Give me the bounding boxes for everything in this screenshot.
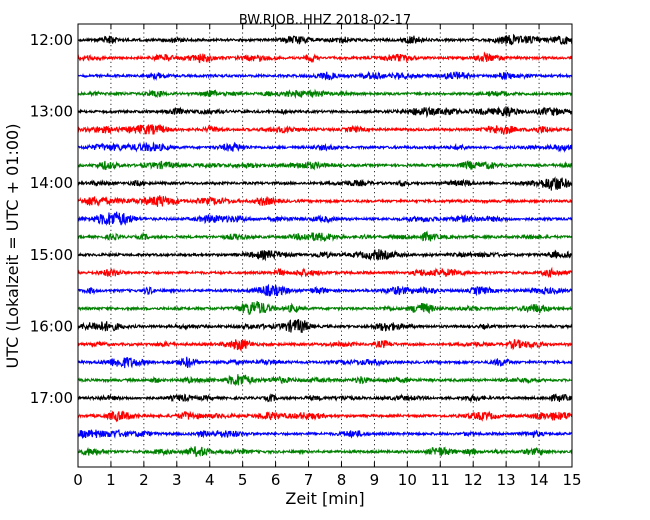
x-tick-label: 10 <box>398 471 417 489</box>
x-tick-label: 2 <box>139 471 149 489</box>
x-tick-label: 0 <box>73 471 83 489</box>
x-tick-label: 6 <box>271 471 281 489</box>
y-tick-label: 15:00 <box>30 246 73 264</box>
trace-line <box>77 141 573 153</box>
x-axis-label: Zeit [min] <box>285 489 364 508</box>
trace-line <box>77 160 573 171</box>
trace-line <box>77 301 573 315</box>
y-axis-label: UTC (Lokalzeit = UTC + 01:00) <box>3 124 22 369</box>
x-tick-label: 13 <box>497 471 516 489</box>
y-tick-label: 14:00 <box>30 174 73 192</box>
trace-line <box>77 51 573 64</box>
x-tick-label: 8 <box>337 471 347 489</box>
trace-line <box>77 230 573 242</box>
x-tick-label: 11 <box>431 471 450 489</box>
trace-line <box>77 266 573 279</box>
x-tick-label: 15 <box>562 471 581 489</box>
chart-title: BW.RJOB..HHZ 2018-02-17 <box>239 13 411 28</box>
x-tick-label: 3 <box>172 471 182 489</box>
x-tick-label: 7 <box>304 471 314 489</box>
y-axis: 12:00 13:00 14:00 15:00 16:00 17:00 <box>30 31 572 407</box>
trace-line <box>77 410 573 423</box>
x-tick-label: 4 <box>205 471 215 489</box>
trace-line <box>77 70 573 81</box>
trace-group <box>77 33 573 458</box>
y-tick-label: 16:00 <box>30 317 73 335</box>
x-axis: 0 1 2 3 4 5 6 7 8 9 10 11 12 13 14 15 <box>73 24 582 489</box>
trace-line <box>77 249 573 262</box>
trace-line <box>77 339 573 353</box>
y-tick-label: 17:00 <box>30 389 73 407</box>
trace-line <box>77 33 573 46</box>
trace-line <box>77 106 573 119</box>
trace-line <box>77 211 573 226</box>
trace-line <box>77 176 573 191</box>
trace-line <box>77 446 573 458</box>
trace-line <box>77 319 573 333</box>
x-tick-label: 9 <box>370 471 380 489</box>
trace-line <box>77 393 573 404</box>
x-tick-label: 1 <box>106 471 116 489</box>
trace-line <box>77 123 573 135</box>
trace-line <box>77 374 573 387</box>
x-tick-label: 12 <box>464 471 483 489</box>
x-tick-label: 5 <box>238 471 248 489</box>
y-tick-label: 13:00 <box>30 103 73 121</box>
x-tick-label: 14 <box>530 471 549 489</box>
trace-line <box>77 88 573 99</box>
trace-line <box>77 195 573 207</box>
y-tick-label: 12:00 <box>30 31 73 49</box>
plot-frame <box>77 23 573 468</box>
trace-line <box>77 429 573 440</box>
trace-line <box>77 283 573 297</box>
trace-line <box>77 356 573 369</box>
